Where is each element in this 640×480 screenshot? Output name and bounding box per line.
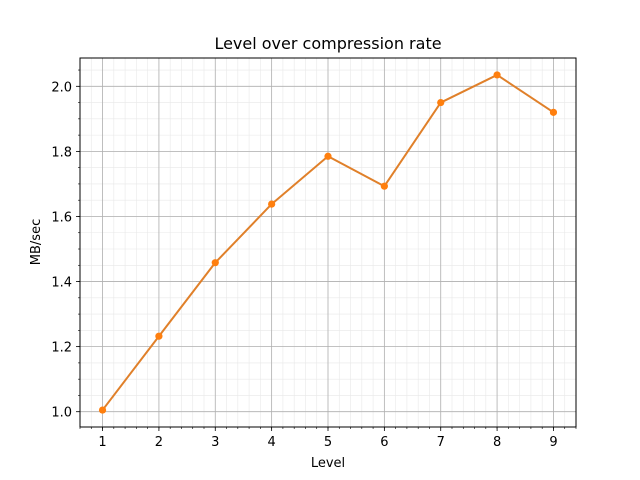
data-point xyxy=(211,259,219,267)
y-axis-label: MB/sec xyxy=(29,219,44,265)
y-tick-label: 1.2 xyxy=(51,341,72,356)
x-tick-label: 5 xyxy=(324,435,332,450)
chart-title: Level over compression rate xyxy=(214,34,441,53)
data-point xyxy=(437,98,445,107)
data-point xyxy=(98,406,107,414)
y-tick-label: 1.4 xyxy=(51,276,72,291)
x-tick-label: 4 xyxy=(267,435,275,450)
data-point xyxy=(324,152,332,160)
data-point xyxy=(268,200,276,208)
y-tick-label: 1.8 xyxy=(51,145,72,160)
x-tick-label: 2 xyxy=(155,435,163,450)
x-tick-label: 7 xyxy=(437,435,445,450)
x-tick-label: 9 xyxy=(549,435,557,450)
data-point xyxy=(549,108,558,116)
data-point xyxy=(493,71,501,79)
major-grid xyxy=(80,58,576,427)
x-tick-label: 3 xyxy=(211,435,219,450)
x-tick-label: 1 xyxy=(98,435,106,450)
data-point xyxy=(155,332,163,340)
series-group xyxy=(98,71,558,414)
x-tick-label: 8 xyxy=(493,435,501,450)
x-tick-labels: 1 2 3 4 5 6 7 8 9 xyxy=(98,435,557,450)
y-tick-labels: 1.0 1.2 1.4 1.6 1.8 2.0 xyxy=(51,80,72,420)
x-axis-label: Level xyxy=(311,456,345,471)
x-tick-label: 6 xyxy=(380,435,388,450)
y-tick-label: 1.0 xyxy=(51,406,72,421)
data-point xyxy=(380,182,388,190)
y-tick-label: 1.6 xyxy=(51,210,72,225)
y-tick-label: 2.0 xyxy=(51,80,72,95)
plot-frame xyxy=(79,57,577,428)
